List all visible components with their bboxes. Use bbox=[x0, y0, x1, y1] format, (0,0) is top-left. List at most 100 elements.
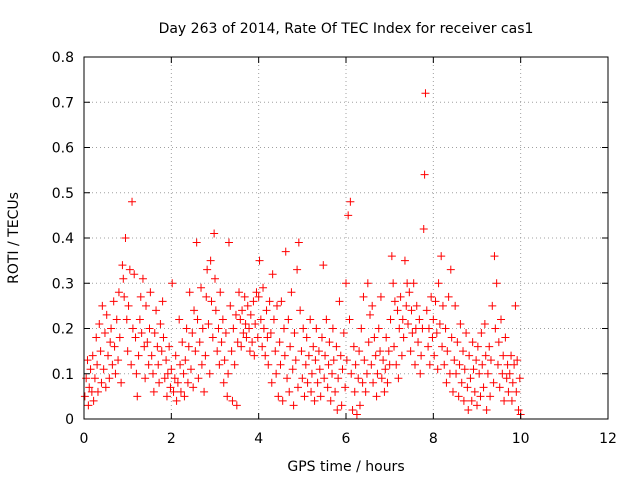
data-point bbox=[175, 315, 184, 324]
data-point bbox=[147, 351, 156, 360]
data-point bbox=[188, 329, 197, 338]
data-point bbox=[442, 378, 451, 387]
data-point bbox=[219, 378, 228, 387]
data-point bbox=[473, 342, 482, 351]
data-point bbox=[259, 324, 268, 333]
data-point bbox=[465, 351, 474, 360]
data-point bbox=[320, 374, 329, 383]
data-point bbox=[390, 342, 399, 351]
data-point bbox=[450, 356, 459, 365]
data-point bbox=[172, 396, 181, 405]
data-point bbox=[232, 401, 241, 410]
data-point bbox=[393, 306, 402, 315]
data-point bbox=[435, 319, 444, 328]
data-point bbox=[368, 301, 377, 310]
data-point bbox=[481, 351, 490, 360]
data-point bbox=[312, 324, 321, 333]
data-point bbox=[248, 338, 257, 347]
data-point bbox=[315, 365, 324, 374]
data-point bbox=[390, 297, 399, 306]
data-point bbox=[383, 378, 392, 387]
data-point bbox=[291, 356, 300, 365]
data-point bbox=[301, 360, 310, 369]
data-point bbox=[274, 392, 283, 401]
data-point bbox=[227, 347, 236, 356]
x-tick-label: 10 bbox=[512, 431, 530, 447]
data-point bbox=[314, 347, 323, 356]
data-point bbox=[371, 351, 380, 360]
data-point bbox=[217, 338, 226, 347]
data-point bbox=[441, 324, 450, 333]
data-point bbox=[80, 392, 89, 401]
data-point bbox=[495, 383, 504, 392]
data-point bbox=[279, 324, 288, 333]
data-point bbox=[400, 256, 409, 265]
data-point bbox=[507, 351, 516, 360]
data-point bbox=[262, 306, 271, 315]
data-point bbox=[466, 374, 475, 383]
data-point bbox=[433, 365, 442, 374]
data-point bbox=[241, 319, 250, 328]
data-point bbox=[468, 338, 477, 347]
data-point bbox=[275, 338, 284, 347]
data-point bbox=[240, 292, 249, 301]
data-point bbox=[457, 378, 466, 387]
data-point bbox=[154, 360, 163, 369]
data-point bbox=[109, 297, 118, 306]
data-point bbox=[106, 338, 115, 347]
data-point bbox=[155, 378, 164, 387]
data-point bbox=[341, 383, 350, 392]
data-point bbox=[405, 288, 414, 297]
data-point bbox=[510, 360, 519, 369]
data-point bbox=[331, 387, 340, 396]
data-point bbox=[145, 324, 154, 333]
data-point bbox=[228, 396, 237, 405]
data-point bbox=[167, 365, 176, 374]
data-point bbox=[213, 347, 222, 356]
data-point bbox=[265, 297, 274, 306]
data-point bbox=[307, 387, 316, 396]
y-axis-label: ROTI / TECUs bbox=[6, 192, 22, 284]
data-point bbox=[384, 347, 393, 356]
data-point bbox=[480, 319, 489, 328]
data-point bbox=[176, 360, 185, 369]
data-point bbox=[186, 365, 195, 374]
data-point bbox=[323, 383, 332, 392]
data-point bbox=[453, 338, 462, 347]
data-point bbox=[133, 392, 142, 401]
data-point bbox=[190, 306, 199, 315]
data-point bbox=[482, 405, 491, 414]
data-point bbox=[324, 360, 333, 369]
data-point bbox=[497, 315, 506, 324]
data-point bbox=[452, 369, 461, 378]
data-point bbox=[350, 387, 359, 396]
data-point bbox=[514, 405, 523, 414]
data-point bbox=[438, 301, 447, 310]
data-point bbox=[364, 338, 373, 347]
data-point bbox=[293, 383, 302, 392]
y-tick-label: 0.6 bbox=[52, 141, 74, 157]
data-point bbox=[121, 234, 130, 242]
data-point bbox=[128, 324, 137, 333]
data-point bbox=[338, 365, 347, 374]
data-point bbox=[444, 292, 453, 301]
data-point bbox=[493, 360, 502, 369]
data-point bbox=[366, 310, 375, 319]
data-point bbox=[494, 338, 503, 347]
data-point bbox=[192, 238, 201, 247]
data-point bbox=[420, 170, 429, 179]
data-point bbox=[132, 369, 141, 378]
data-point bbox=[117, 378, 126, 387]
data-point bbox=[130, 270, 139, 279]
data-point bbox=[253, 333, 262, 342]
y-tick-label: 0.7 bbox=[52, 95, 74, 111]
data-point bbox=[162, 392, 171, 401]
data-point bbox=[205, 369, 214, 378]
data-point bbox=[397, 351, 406, 360]
data-point bbox=[469, 365, 478, 374]
data-point bbox=[417, 351, 426, 360]
data-point bbox=[512, 387, 521, 396]
data-point bbox=[307, 369, 316, 378]
data-point bbox=[387, 252, 396, 261]
data-point bbox=[96, 347, 105, 356]
